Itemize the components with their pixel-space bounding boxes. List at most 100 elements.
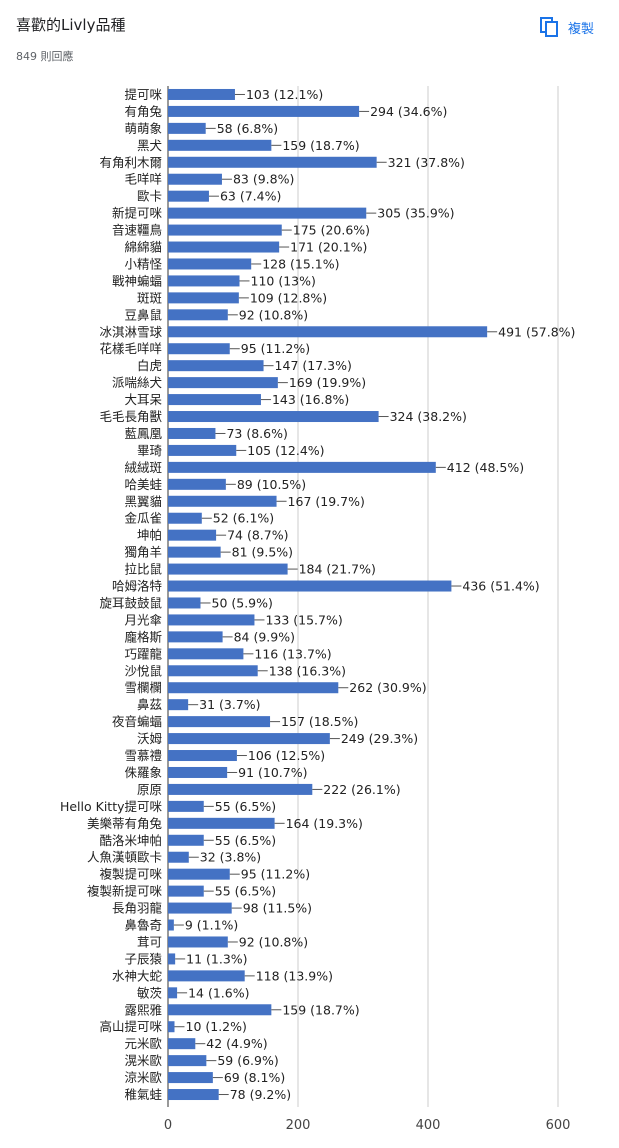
category-labels: 提可咪有角兔萌萌象黑犬有角利木爾毛咩咩歐卡新提可咪音速韁鳥綿綿貓小精怪戰神蝙蝠斑… [60, 87, 163, 1102]
bar [168, 478, 226, 490]
copy-icon [540, 17, 558, 37]
category-label: Hello Kitty提可咪 [60, 799, 163, 814]
x-tick-label: 200 [286, 1118, 311, 1133]
value-label: 98 (11.5%) [243, 901, 312, 916]
value-label: 84 (9.9%) [234, 629, 295, 644]
bar [168, 343, 230, 355]
value-label: 169 (19.9%) [289, 375, 366, 390]
value-label: 52 (6.1%) [213, 511, 274, 526]
bar [168, 1089, 219, 1101]
bar [168, 275, 240, 287]
value-label: 147 (17.3%) [275, 358, 352, 373]
category-label: 萌萌象 [124, 121, 162, 136]
category-label: 藍鳳凰 [124, 426, 162, 441]
value-label: 138 (16.3%) [269, 663, 346, 678]
category-label: 拉比鼠 [124, 562, 162, 577]
value-label: 10 (1.2%) [186, 1019, 247, 1034]
bar [168, 190, 209, 202]
value-label: 171 (20.1%) [290, 240, 367, 255]
bar [168, 394, 261, 406]
category-label: 音速韁鳥 [112, 223, 162, 238]
value-label: 31 (3.7%) [199, 697, 260, 712]
value-label: 159 (18.7%) [282, 138, 359, 153]
bar [168, 1021, 175, 1033]
category-label: 綿綿貓 [124, 240, 162, 255]
value-label: 74 (8.7%) [227, 528, 288, 543]
category-label: 子辰猿 [124, 951, 162, 966]
value-label: 128 (15.1%) [262, 256, 339, 271]
copy-button[interactable]: 複製 [540, 14, 594, 40]
category-label: 滉米歐 [124, 1053, 162, 1068]
value-label: 412 (48.5%) [447, 460, 524, 475]
value-label: 222 (26.1%) [323, 782, 400, 797]
bar [168, 156, 377, 168]
category-label: 稚氣蛙 [124, 1087, 162, 1102]
value-label: 159 (18.7%) [282, 1002, 359, 1017]
value-label: 157 (18.5%) [281, 714, 358, 729]
bar [168, 834, 204, 846]
category-label: 人魚漢頓歐卡 [87, 850, 162, 865]
bar [168, 258, 252, 270]
category-label: 毛咩咩 [124, 172, 162, 187]
category-label: 元米歐 [124, 1036, 162, 1051]
category-label: 原原 [137, 782, 162, 797]
bar [168, 139, 272, 151]
bar [168, 953, 176, 965]
response-count: 849 則回應 [16, 50, 74, 63]
category-label: 獨角羊 [124, 545, 162, 560]
bar [168, 427, 216, 439]
x-tick-label: 600 [546, 1118, 571, 1133]
category-label: 花樣毛咩咩 [99, 341, 162, 356]
bar [168, 1038, 196, 1050]
bar [168, 207, 367, 219]
value-label: 116 (13.7%) [254, 646, 331, 661]
value-label: 103 (12.1%) [246, 87, 323, 102]
value-label: 133 (15.7%) [265, 612, 342, 627]
category-label: 茸可 [137, 934, 162, 949]
bar [168, 88, 235, 100]
value-label: 92 (10.8%) [239, 934, 308, 949]
value-label: 14 (1.6%) [188, 985, 249, 1000]
question-title: 喜歡的Livly品種 [16, 16, 126, 34]
value-label: 55 (6.5%) [215, 884, 276, 899]
category-label: 夜音蝙蝠 [112, 714, 162, 729]
value-label: 89 (10.5%) [237, 477, 306, 492]
category-label: 金瓜雀 [124, 511, 162, 526]
chart-header: 喜歡的Livly品種 849 則回應 複製 [0, 0, 619, 80]
bar [168, 766, 228, 778]
category-label: 敏茨 [137, 985, 163, 1000]
category-label: 畢琦 [137, 443, 162, 458]
category-label: 哈姆洛特 [112, 579, 162, 594]
value-label: 58 (6.8%) [217, 121, 278, 136]
category-label: 豆鼻鼠 [124, 307, 162, 322]
value-label: 118 (13.9%) [256, 968, 333, 983]
category-label: 鼻魯奇 [124, 918, 162, 933]
bar [168, 868, 230, 880]
category-label: 小精怪 [124, 256, 162, 271]
bar [168, 309, 228, 321]
bar [168, 936, 228, 948]
bar [168, 292, 239, 304]
bar [168, 885, 204, 897]
category-label: 高山提可咪 [99, 1019, 162, 1034]
value-label: 143 (16.8%) [272, 392, 349, 407]
category-label: 歐卡 [137, 189, 162, 204]
category-label: 水神大蛇 [112, 968, 163, 983]
category-label: 酷洛米坤帕 [99, 833, 162, 848]
value-label: 73 (8.6%) [226, 426, 287, 441]
value-label: 55 (6.5%) [215, 799, 276, 814]
category-label: 涼米歐 [124, 1070, 162, 1085]
value-label: 55 (6.5%) [215, 833, 276, 848]
bar [168, 360, 264, 372]
value-label: 110 (13%) [251, 273, 316, 288]
category-label: 鼻茲 [137, 697, 163, 712]
value-label: 167 (19.7%) [288, 494, 365, 509]
category-label: 新提可咪 [112, 206, 163, 221]
bar [168, 597, 201, 609]
category-label: 大耳呆 [124, 392, 162, 407]
bar [168, 817, 275, 829]
bar [168, 461, 436, 473]
bar [168, 411, 379, 423]
value-label: 95 (11.2%) [241, 867, 310, 882]
category-label: 提可咪 [124, 87, 162, 102]
